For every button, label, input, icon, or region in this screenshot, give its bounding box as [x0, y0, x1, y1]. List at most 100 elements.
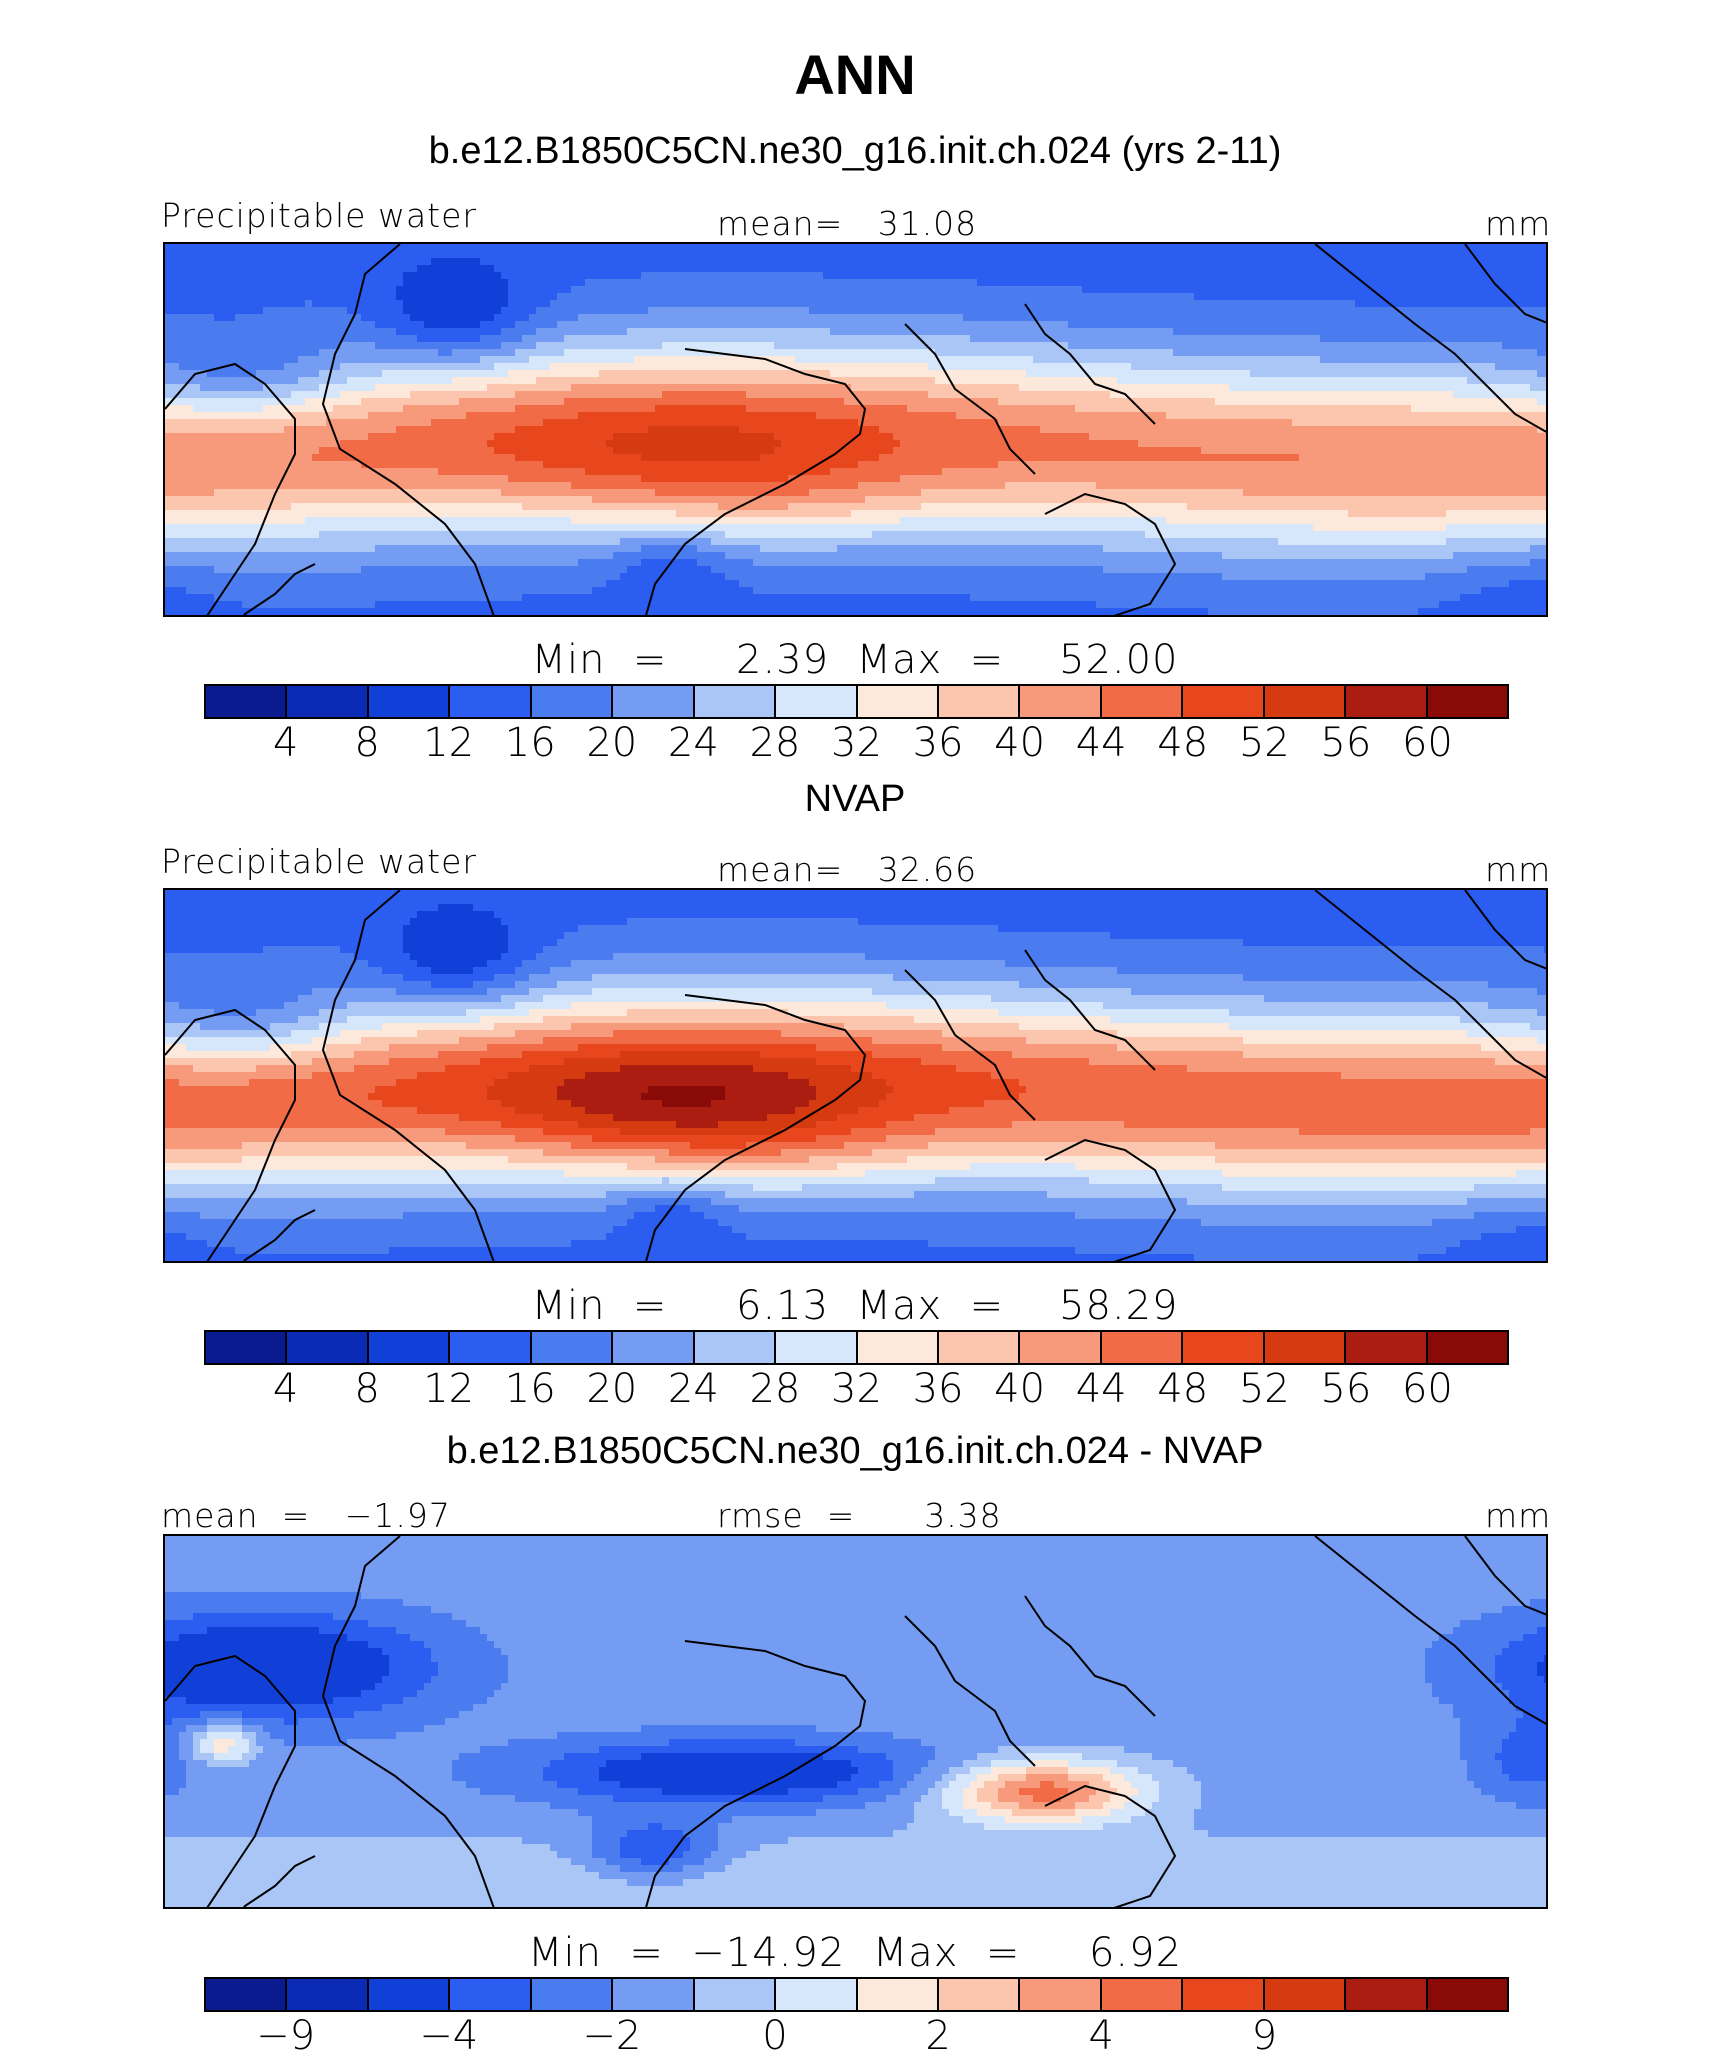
colorbar-tick-label: 16: [505, 720, 556, 766]
colorbar-swatch: [368, 686, 451, 717]
colorbar-swatch: [450, 1979, 532, 2010]
panel-1-map: [163, 242, 1548, 617]
colorbar-swatch: [857, 686, 939, 717]
colorbar-swatch: [1264, 1979, 1347, 2010]
colorbar-tick-label: 44: [1076, 1366, 1127, 1412]
panel-1-units-label: mm: [1485, 204, 1551, 243]
colorbar-swatch: [1183, 1979, 1265, 2010]
colorbar-swatch: [287, 1332, 369, 1363]
panel-1-variable-label: Precipitable water: [161, 196, 477, 235]
colorbar-swatch: [776, 1332, 858, 1363]
colorbar-tick-label: 52: [1239, 1366, 1290, 1412]
colorbar-swatch: [1101, 686, 1184, 717]
colorbar-tick-label: 32: [831, 720, 882, 766]
colorbar-tick-label: 8: [354, 1366, 379, 1412]
panel-1-minmax: Min = 2.39 Max = 52.00: [0, 637, 1710, 683]
colorbar-tick-label: 60: [1402, 720, 1453, 766]
panel-2-title: NVAP: [0, 778, 1710, 821]
colorbar-tick-label: 32: [831, 1366, 882, 1412]
panel-3-units-label: mm: [1485, 1496, 1551, 1535]
main-title: ANN: [0, 42, 1710, 107]
colorbar-tick-label: 4: [1088, 2013, 1113, 2059]
colorbar-tick-label: 60: [1402, 1366, 1453, 1412]
colorbar-tick-label: 9: [1252, 2013, 1277, 2059]
colorbar-tick-label: 24: [668, 1366, 719, 1412]
panel-1-colorbar-ticks: 4 8 12 16 20 24 28 32 36 40 44 48 52 56 60: [204, 720, 1509, 770]
panel-2-map: [163, 888, 1548, 1263]
panel-2-colorbar: [204, 1330, 1509, 1365]
colorbar-swatch: [613, 1979, 695, 2010]
colorbar-tick-label: 44: [1076, 720, 1127, 766]
colorbar-tick-label: 52: [1239, 720, 1290, 766]
colorbar-swatch: [1346, 686, 1428, 717]
panel-2-mean-label: mean= 32.66: [717, 850, 977, 889]
colorbar-tick-label: 20: [586, 1366, 637, 1412]
panel-1-mean-label: mean= 31.08: [717, 204, 977, 243]
panel-2-variable-label: Precipitable water: [161, 842, 477, 881]
colorbar-tick-label: −2: [582, 2013, 641, 2059]
colorbar-swatch: [938, 1979, 1021, 2010]
colorbar-tick-label: 4: [273, 720, 298, 766]
colorbar-tick-label: 56: [1320, 720, 1371, 766]
colorbar-swatch: [1101, 1332, 1184, 1363]
colorbar-swatch: [531, 1332, 614, 1363]
colorbar-tick-label: 48: [1157, 1366, 1208, 1412]
colorbar-tick-label: 2: [925, 2013, 950, 2059]
colorbar-tick-label: 28: [749, 720, 800, 766]
colorbar-tick-label: −9: [256, 2013, 315, 2059]
colorbar-swatch: [287, 686, 369, 717]
colorbar-swatch: [206, 686, 288, 717]
panel-1-title: b.e12.B1850C5CN.ne30_g16.init.ch.024 (yr…: [0, 130, 1710, 173]
colorbar-swatch: [287, 1979, 369, 2010]
colorbar-swatch: [938, 686, 1021, 717]
colorbar-tick-label: 12: [423, 1366, 474, 1412]
colorbar-swatch: [206, 1332, 288, 1363]
panel-3-colorbar-ticks: −9 −4 −2 0 2 4 9: [204, 2013, 1509, 2063]
colorbar-swatch: [776, 1979, 858, 2010]
colorbar-swatch: [857, 1332, 939, 1363]
colorbar-tick-label: 12: [423, 720, 474, 766]
colorbar-tick-label: 24: [668, 720, 719, 766]
colorbar-swatch: [368, 1979, 451, 2010]
panel-1-colorbar: [204, 684, 1509, 719]
colorbar-tick-label: 40: [994, 1366, 1045, 1412]
colorbar-swatch: [1183, 686, 1265, 717]
panel-2-units-label: mm: [1485, 850, 1551, 889]
colorbar-swatch: [1427, 1979, 1507, 2010]
colorbar-swatch: [776, 686, 858, 717]
colorbar-swatch: [1020, 1332, 1102, 1363]
colorbar-tick-label: 16: [505, 1366, 556, 1412]
colorbar-swatch: [368, 1332, 451, 1363]
colorbar-swatch: [1020, 686, 1102, 717]
colorbar-tick-label: 36: [913, 1366, 964, 1412]
colorbar-swatch: [1427, 1332, 1507, 1363]
panel-3-mean-label: mean = −1.97: [161, 1496, 451, 1535]
colorbar-swatch: [613, 1332, 695, 1363]
colorbar-swatch: [613, 686, 695, 717]
colorbar-tick-label: −4: [419, 2013, 478, 2059]
panel-3-map: [163, 1534, 1548, 1909]
colorbar-swatch: [694, 1332, 777, 1363]
colorbar-swatch: [531, 1979, 614, 2010]
colorbar-swatch: [450, 686, 532, 717]
colorbar-tick-label: 0: [762, 2013, 787, 2059]
colorbar-swatch: [1264, 686, 1347, 717]
colorbar-tick-label: 40: [994, 720, 1045, 766]
colorbar-swatch: [1264, 1332, 1347, 1363]
colorbar-swatch: [1183, 1332, 1265, 1363]
panel-3-rmse-label: rmse = 3.38: [717, 1496, 1002, 1535]
panel-2-colorbar-ticks: 4 8 12 16 20 24 28 32 36 40 44 48 52 56 60: [204, 1366, 1509, 1416]
colorbar-swatch: [1020, 1979, 1102, 2010]
colorbar-swatch: [694, 1979, 777, 2010]
colorbar-tick-label: 4: [273, 1366, 298, 1412]
colorbar-swatch: [857, 1979, 939, 2010]
colorbar-tick-label: 8: [354, 720, 379, 766]
colorbar-tick-label: 36: [913, 720, 964, 766]
colorbar-tick-label: 28: [749, 1366, 800, 1412]
colorbar-swatch: [694, 686, 777, 717]
colorbar-swatch: [1101, 1979, 1184, 2010]
colorbar-swatch: [1346, 1979, 1428, 2010]
colorbar-swatch: [1346, 1332, 1428, 1363]
colorbar-swatch: [531, 686, 614, 717]
colorbar-tick-label: 20: [586, 720, 637, 766]
